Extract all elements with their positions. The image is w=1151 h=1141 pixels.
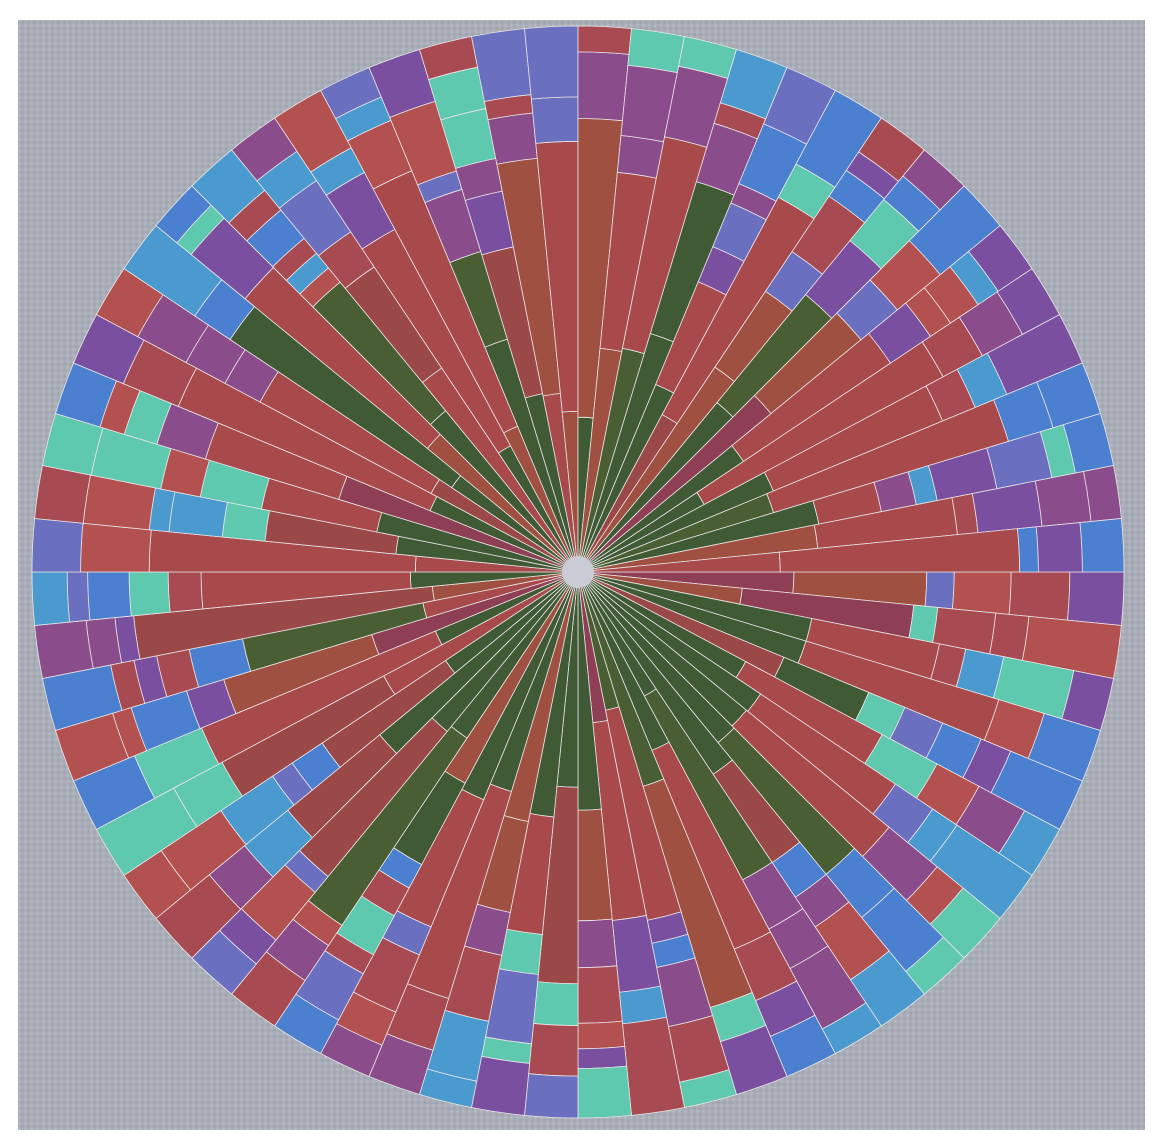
woven-segment	[577, 918, 618, 969]
woven-segment	[128, 571, 171, 617]
woven-segment	[577, 1046, 628, 1069]
woven-segment	[924, 571, 955, 610]
woven-segment	[627, 28, 685, 74]
woven-segment	[66, 571, 91, 623]
woven-segment	[87, 571, 132, 621]
woven-segment	[31, 518, 84, 573]
woven-segment	[577, 1020, 626, 1050]
woven-segment	[1035, 522, 1083, 573]
woven-segment	[530, 96, 579, 144]
woven-segment	[1079, 518, 1125, 573]
woven-segment	[577, 25, 632, 55]
woven-segment	[528, 1022, 579, 1077]
woven-disc	[31, 25, 1125, 1119]
woven-segment	[952, 571, 1012, 615]
woven-segment	[34, 465, 91, 524]
woven-segment	[577, 965, 623, 1024]
center-knot	[562, 556, 594, 588]
woven-segment	[487, 112, 538, 165]
woven-segment	[167, 571, 204, 613]
woven-segment	[618, 985, 668, 1025]
woven-segment	[1034, 470, 1092, 527]
woven-segment	[1008, 571, 1071, 621]
woven-segment	[80, 522, 152, 573]
woven-segment	[616, 135, 665, 179]
woven-segment	[577, 1065, 632, 1119]
woven-segment	[524, 1073, 579, 1119]
woven-segment	[1067, 571, 1125, 626]
woven-segment	[524, 25, 579, 100]
woven-segment	[31, 571, 71, 626]
woven-segment	[989, 612, 1030, 661]
woven-segment	[577, 51, 630, 122]
woven-segment	[533, 981, 579, 1027]
woven-segment	[1017, 526, 1039, 573]
woven-segment	[34, 620, 94, 679]
